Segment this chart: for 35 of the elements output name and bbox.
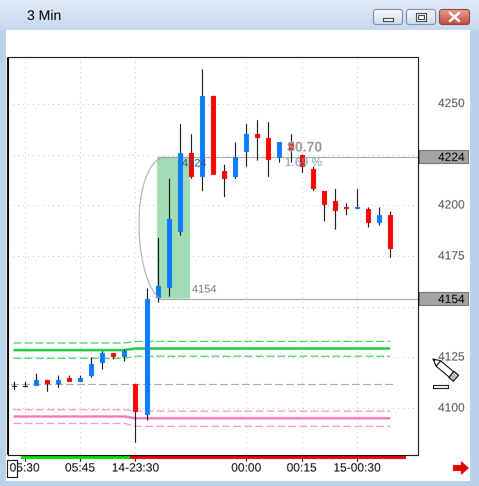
y-tick-label: 4200 — [438, 198, 466, 212]
candlestick — [100, 350, 105, 370]
x-tick-label: 05:45 — [65, 460, 96, 474]
candlestick — [311, 166, 316, 192]
candlestick — [122, 348, 127, 362]
ref-line-label: 4154 — [438, 292, 466, 306]
candlestick — [355, 188, 360, 210]
x-tick-label: 14-23:30 — [112, 460, 160, 474]
y-tick-label: 4125 — [438, 350, 466, 364]
y-tick-label: 4175 — [438, 248, 466, 262]
candlestick — [45, 379, 50, 392]
candlestick — [255, 120, 260, 162]
annotation: 4154 — [192, 284, 217, 296]
candlestick — [366, 206, 371, 228]
candlestick — [377, 206, 382, 226]
candlestick — [344, 202, 349, 216]
x-tick-label: 15-00:30 — [333, 460, 382, 474]
chart-title: 3 Min — [27, 7, 62, 23]
ref-line-label: 4224 — [438, 150, 466, 164]
x-tick-label: 00:15 — [286, 460, 317, 474]
x-tick-label: 00:00 — [231, 460, 262, 474]
y-tick-label: 4100 — [438, 400, 466, 414]
candlestick — [322, 190, 327, 222]
candlestick — [244, 124, 249, 168]
y-tick-label: 4250 — [438, 96, 466, 110]
candlestick — [23, 381, 28, 387]
candlestick — [233, 142, 238, 180]
candlestick — [277, 142, 282, 164]
candlestick — [34, 373, 39, 386]
candlestick — [266, 122, 271, 178]
candlestick — [156, 237, 161, 304]
candlestick — [333, 188, 338, 230]
candlestick — [89, 356, 94, 378]
candlestick — [56, 375, 61, 388]
candlestick — [222, 164, 227, 198]
